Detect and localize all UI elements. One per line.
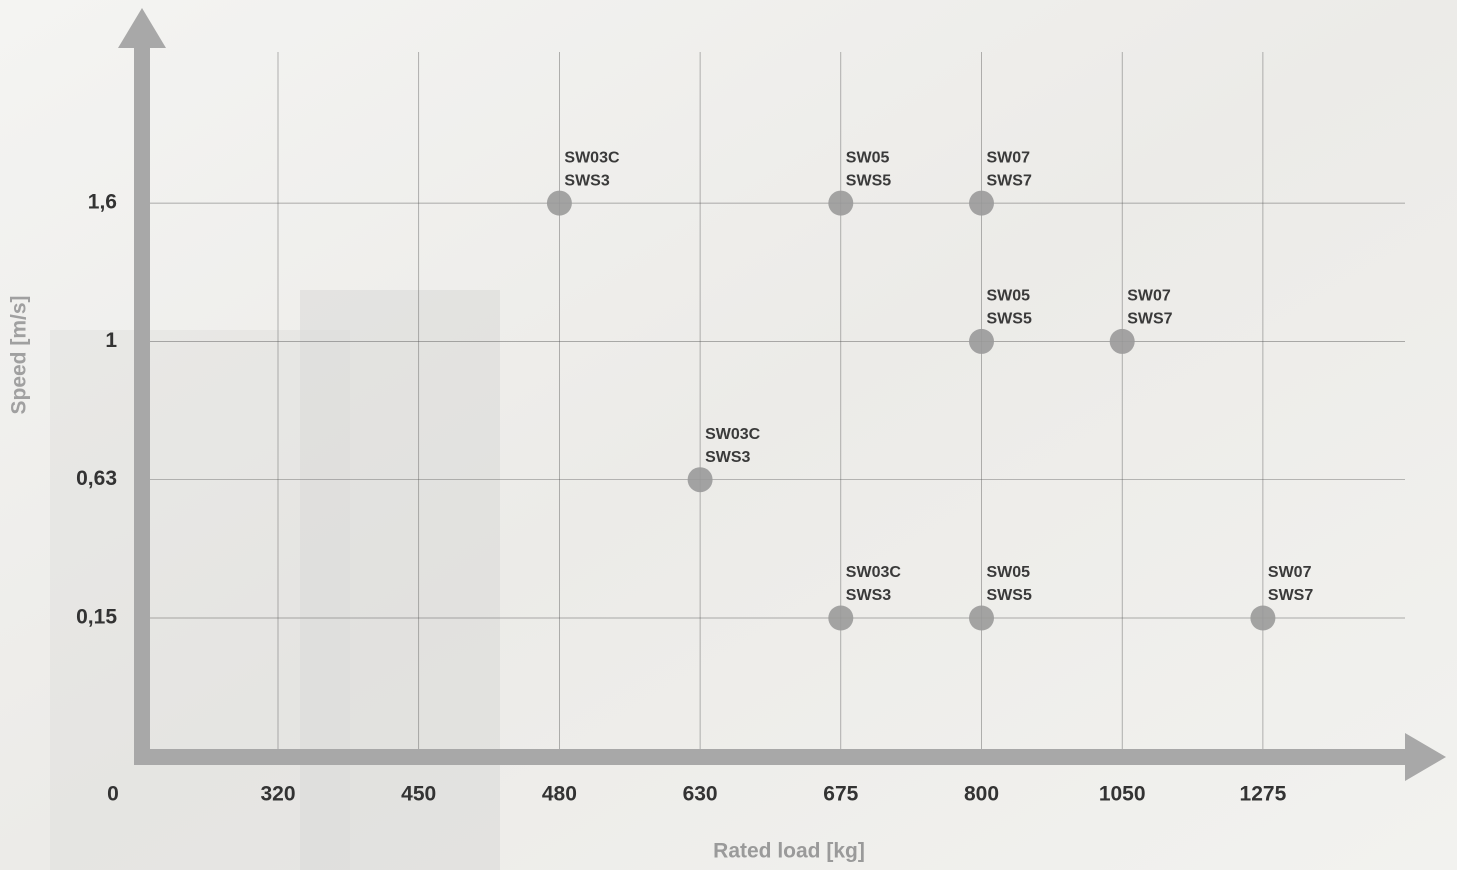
y-axis-title: Speed [m/s] <box>8 295 31 414</box>
point-label: SW07 <box>987 149 1031 166</box>
data-point <box>969 605 994 631</box>
y-axis <box>134 44 150 765</box>
y-tick-label: 0,63 <box>76 467 117 490</box>
x-tick-label: 1050 <box>1099 783 1146 806</box>
point-label: SWS5 <box>987 587 1032 604</box>
x-tick-label: 1275 <box>1240 783 1287 806</box>
data-point <box>969 190 994 216</box>
data-point <box>687 467 713 493</box>
origin-label: 0 <box>107 783 119 806</box>
y-tick-label: 0,15 <box>76 606 117 629</box>
x-tick-label: 480 <box>542 783 577 806</box>
point-label: SW03C <box>846 564 902 581</box>
data-point <box>969 328 994 354</box>
backdrop-shape <box>300 290 500 870</box>
point-label: SW03C <box>705 426 761 443</box>
point-label: SWS7 <box>987 172 1032 189</box>
point-label: SW07 <box>1268 564 1312 581</box>
point-label: SWS5 <box>987 311 1032 328</box>
x-tick-label: 800 <box>964 783 999 806</box>
x-tick-label: 675 <box>823 783 858 806</box>
x-axis-title: Rated load [kg] <box>713 840 865 863</box>
point-label: SW05 <box>846 149 890 166</box>
point-label: SWS3 <box>846 587 891 604</box>
point-label: SWS3 <box>705 449 750 466</box>
point-label: SWS7 <box>1127 311 1172 328</box>
backdrop-shape <box>50 330 350 870</box>
data-point <box>546 190 572 216</box>
point-label: SWS7 <box>1268 587 1313 604</box>
x-tick-label: 320 <box>260 783 295 806</box>
data-point <box>828 605 854 631</box>
x-axis-arrow <box>1405 733 1446 781</box>
y-tick-label: 1 <box>105 329 117 352</box>
x-tick-label: 450 <box>401 783 436 806</box>
y-tick-label: 1,6 <box>88 191 117 214</box>
y-axis-arrow <box>118 8 166 48</box>
x-axis <box>134 749 1410 765</box>
data-point <box>1250 605 1276 631</box>
point-label: SW05 <box>987 564 1031 581</box>
point-label: SWS3 <box>564 172 609 189</box>
point-label: SW07 <box>1127 288 1171 305</box>
x-tick-label: 630 <box>683 783 718 806</box>
point-label: SW03C <box>564 149 620 166</box>
point-label: SW05 <box>987 288 1031 305</box>
data-point <box>828 190 854 216</box>
point-label: SWS5 <box>846 172 891 189</box>
data-point <box>1109 328 1135 354</box>
